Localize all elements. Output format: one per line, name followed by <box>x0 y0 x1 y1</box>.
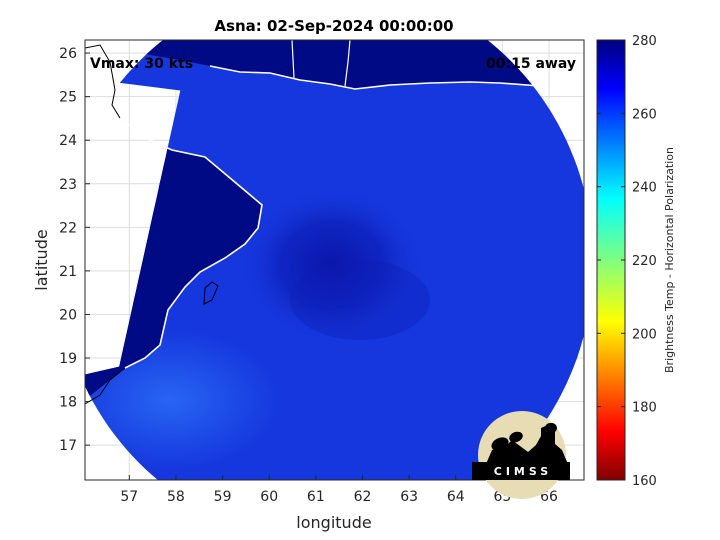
logo-text: CIMSS <box>494 465 552 478</box>
x-tick-label: 61 <box>307 489 325 505</box>
y-tick-label: 25 <box>59 90 77 106</box>
storm-band <box>290 260 430 340</box>
y-tick-label: 22 <box>59 220 77 236</box>
colorbar-tick-label: 180 <box>632 401 657 416</box>
x-tick-label: 63 <box>400 489 418 505</box>
x-axis: 57 58 59 60 61 62 63 64 65 66 <box>120 475 558 505</box>
x-axis-label: longitude <box>296 513 371 532</box>
cimss-logo: CIMSS <box>472 411 570 499</box>
chart-title: Asna: 02-Sep-2024 00:00:00 <box>214 17 453 35</box>
y-tick-label: 23 <box>59 177 77 193</box>
logo-dish-icon <box>491 437 509 451</box>
storm-center-cold-region <box>237 185 427 345</box>
y-tick-label: 26 <box>59 46 77 62</box>
y-axis-label: latitude <box>32 229 51 290</box>
border-line-highlight <box>291 40 351 87</box>
y-axis: 17 18 19 20 21 22 23 24 25 26 <box>59 46 90 454</box>
time-offset-annotation: 00:15 away <box>486 56 576 72</box>
colorbar-label: Brightness Temp - Horizontal Polarizatio… <box>663 147 676 373</box>
y-tick-label: 17 <box>59 438 77 454</box>
x-tick-label: 59 <box>214 489 232 505</box>
y-tick-label: 21 <box>59 264 77 280</box>
coastline-highlight <box>119 65 541 369</box>
x-tick-label: 62 <box>354 489 372 505</box>
x-tick-label: 58 <box>167 489 185 505</box>
y-tick-label: 20 <box>59 307 77 323</box>
axes-frame <box>84 39 585 481</box>
colorbar-tick-label: 280 <box>632 34 657 49</box>
colorbar-tick-label: 240 <box>632 181 657 196</box>
logo-tower-icon <box>545 423 557 433</box>
vmax-annotation: Vmax: 30 kts <box>90 56 193 72</box>
logo-dish-icon-2 <box>509 431 523 443</box>
colorbar-tick-label: 220 <box>632 254 657 269</box>
logo-banner <box>472 462 570 480</box>
x-tick-label: 60 <box>260 489 278 505</box>
x-tick-label: 57 <box>120 489 138 505</box>
logo-silhouette <box>486 424 568 464</box>
colorbar-ticks: 160 180 200 220 240 260 280 <box>597 34 657 489</box>
x-tick-label: 64 <box>447 489 465 505</box>
y-tick-label: 18 <box>59 395 77 411</box>
colorbar: 160 180 200 220 240 260 280 Brightness Temp - … <box>596 34 676 489</box>
y-tick-label: 19 <box>59 351 77 367</box>
colorbar-gradient <box>596 39 626 481</box>
x-tick-label: 66 <box>540 489 558 505</box>
colorbar-tick-label: 160 <box>632 474 657 489</box>
y-tick-label: 24 <box>59 133 77 149</box>
colorbar-tick-label: 260 <box>632 107 657 122</box>
colorbar-tick-label: 200 <box>632 327 657 342</box>
